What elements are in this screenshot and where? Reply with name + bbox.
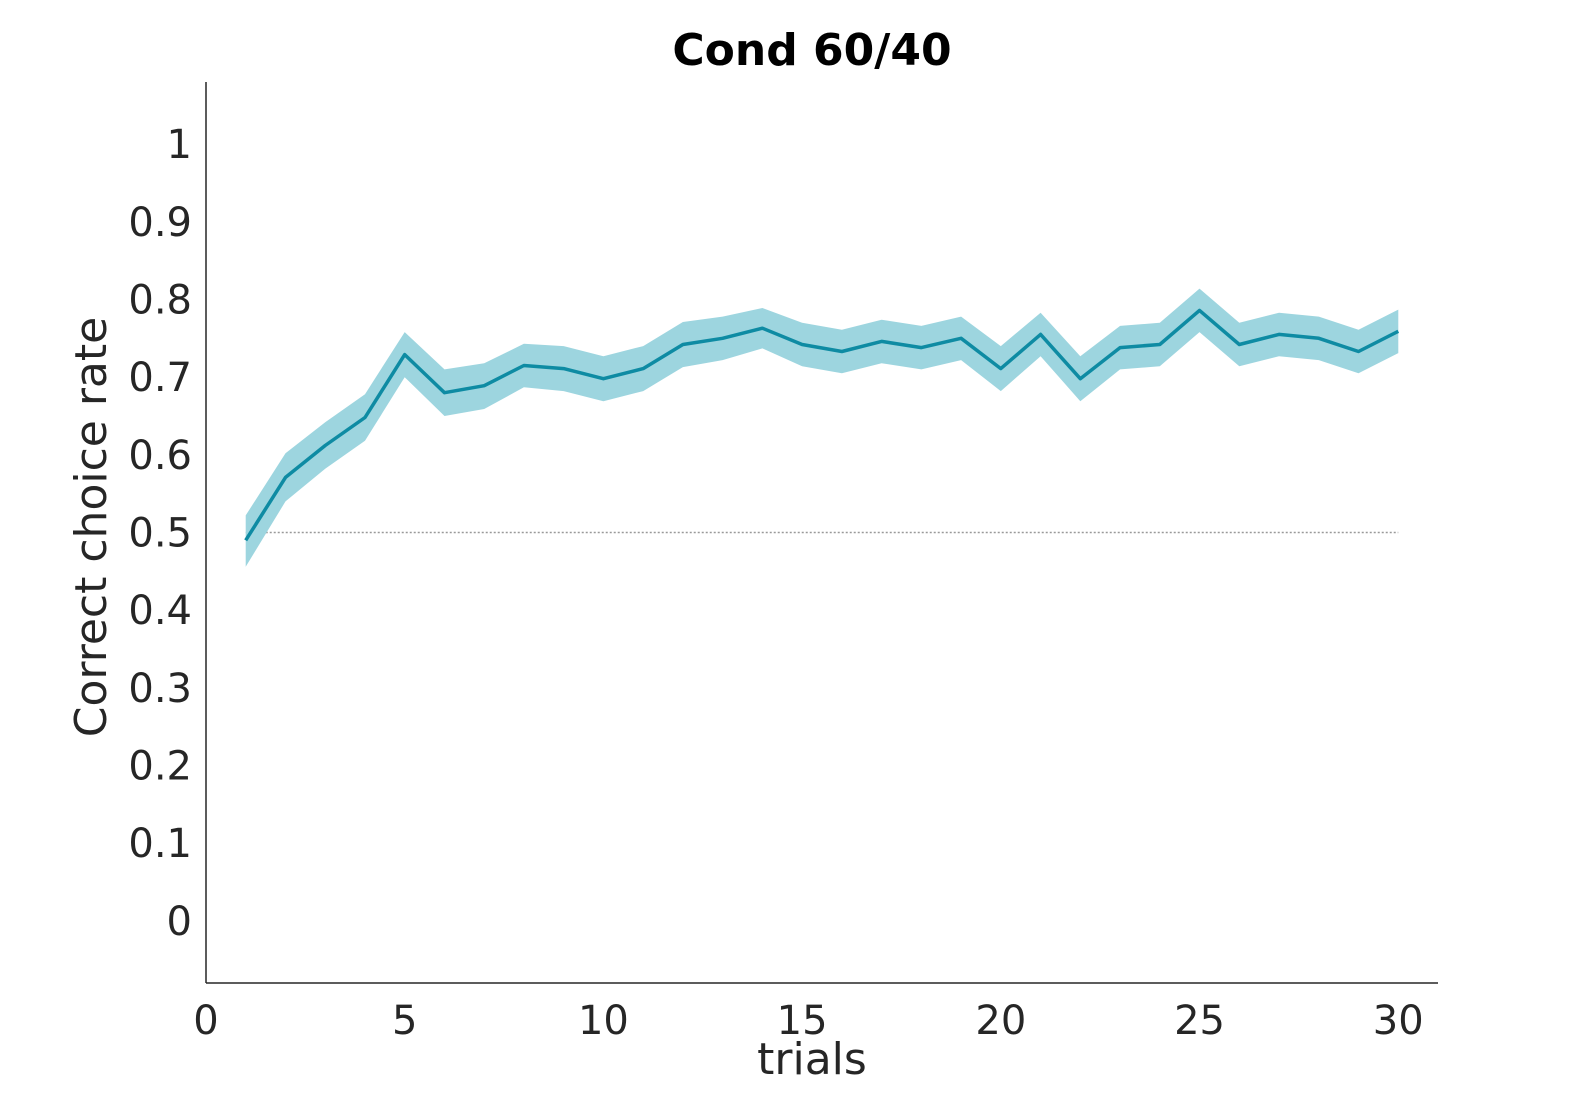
y-tick-label: 0.7 [128, 355, 192, 401]
x-axis: 0 5 10 15 20 25 30 [193, 998, 1423, 1044]
x-tick-label: 25 [1174, 998, 1225, 1044]
x-tick-label: 30 [1373, 998, 1424, 1044]
y-tick-label: 0.2 [128, 744, 192, 790]
y-tick-label: 0.5 [128, 511, 192, 557]
y-axis: 0 0.1 0.2 0.3 0.4 0.5 0.6 0.7 0.8 0.9 1 [128, 122, 192, 945]
y-tick-label: 0 [167, 899, 192, 945]
y-tick-label: 0.8 [128, 277, 192, 323]
x-tick-label: 0 [193, 998, 218, 1044]
y-tick-label: 1 [167, 122, 192, 168]
x-tick-label: 20 [975, 998, 1026, 1044]
x-axis-label: trials [757, 1034, 867, 1085]
y-tick-label: 0.6 [128, 433, 192, 479]
x-tick-label: 5 [392, 998, 417, 1044]
y-axis-label: Correct choice rate [66, 317, 117, 737]
y-tick-label: 0.4 [128, 588, 192, 634]
x-tick-label: 10 [578, 998, 629, 1044]
y-tick-label: 0.3 [128, 666, 192, 712]
x-tick-label: 15 [777, 998, 828, 1044]
confidence-band-0 [245, 288, 1399, 567]
chart-title: Cond 60/40 [672, 25, 951, 76]
plot-area [205, 82, 1438, 984]
series-line-0 [244, 308, 1400, 542]
y-tick-label: 0.1 [128, 821, 192, 867]
y-tick-label: 0.9 [128, 200, 192, 246]
